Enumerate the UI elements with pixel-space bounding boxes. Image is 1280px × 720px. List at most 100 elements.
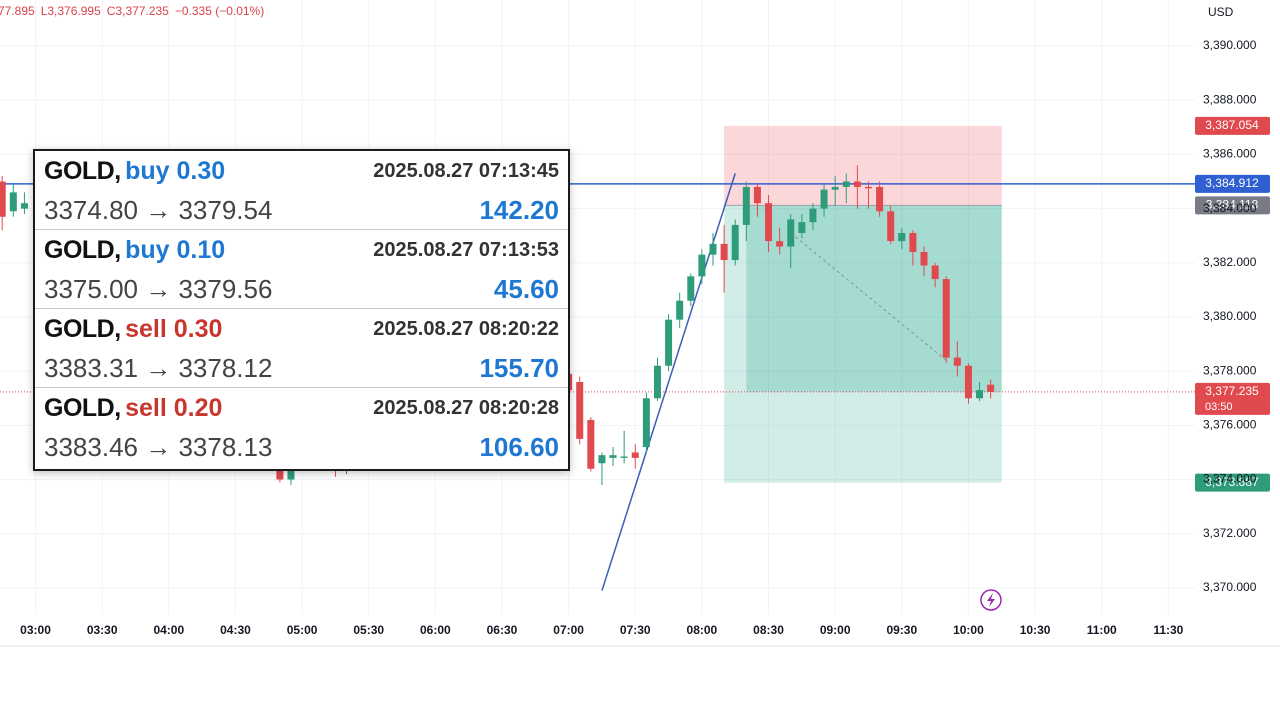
trade-title: GOLD, buy 0.10 [44, 236, 225, 265]
candle-body [587, 419, 595, 469]
trade-title: GOLD, sell 0.20 [44, 394, 222, 423]
candle-body [864, 186, 872, 189]
x-tick-label: 03:00 [20, 623, 51, 637]
candle-body [898, 232, 906, 242]
candle-body [631, 452, 639, 458]
x-tick-label: 09:00 [820, 623, 851, 637]
candle-body [665, 319, 673, 366]
arrow: → [137, 273, 179, 304]
trade-row: GOLD, sell 0.30 2025.08.27 08:20:22 3383.3… [35, 309, 568, 388]
trade-prices: 3375.00 → 3379.56 [44, 274, 272, 305]
replay-icon[interactable] [980, 589, 1002, 611]
candle-body [620, 456, 628, 458]
x-tick-label: 10:30 [1020, 623, 1051, 637]
trade-header: GOLD, sell 0.20 2025.08.27 08:20:28 [44, 388, 559, 428]
trade-time: 2025.08.27 07:13:45 [373, 159, 559, 182]
currency: USD [1208, 5, 1234, 19]
price-tag [1195, 196, 1270, 215]
trade-close: 3379.54 [178, 194, 273, 225]
candle-body [753, 186, 761, 204]
y-tick-label: 3,382.000 [1203, 255, 1257, 269]
candle-body [876, 186, 884, 212]
trade-profit: 106.60 [479, 431, 559, 462]
x-tick-label: 11:00 [1087, 623, 1117, 637]
arrow: → [137, 194, 179, 225]
candle-body [887, 211, 895, 242]
trade-title: GOLD, buy 0.30 [44, 157, 225, 186]
trade-prices: 3383.46 → 3378.13 [44, 432, 272, 463]
candle-body [964, 365, 972, 399]
trade-open: 3383.46 [44, 431, 138, 462]
icon-circle [980, 589, 1002, 611]
trade-header: GOLD, buy 0.30 2025.08.27 07:13:45 [44, 151, 559, 191]
candle-body [820, 189, 828, 209]
candle-body [842, 181, 850, 187]
candle-body [831, 186, 839, 190]
trade-side: sell 0.30 [125, 314, 223, 343]
candle-body [20, 203, 28, 209]
trade-detail: 3383.31 → 3378.12 155.70 [44, 349, 559, 387]
candle-body [953, 357, 961, 366]
target-zone [724, 205, 1002, 483]
trades-panel: GOLD, buy 0.30 2025.08.27 07:13:45 3374.80… [33, 149, 570, 471]
trade-prices: 3383.31 → 3378.12 [44, 353, 272, 384]
x-tick-label: 11:30 [1153, 623, 1183, 637]
trade-header: GOLD, buy 0.10 2025.08.27 07:13:53 [44, 230, 559, 270]
trade-profit: 45.60 [493, 273, 559, 304]
candle-body [642, 398, 650, 448]
y-tick-label: 3,374.000 [1203, 472, 1257, 486]
trade-close: 3379.56 [178, 273, 273, 304]
candle-body [976, 390, 984, 399]
x-tick-label: 07:00 [553, 623, 584, 637]
candle-body [698, 254, 706, 277]
trade-symbol: GOLD, [44, 235, 121, 264]
trade-symbol: GOLD, [44, 314, 121, 343]
trade-profit: 142.20 [479, 194, 559, 225]
candle-body [720, 243, 728, 261]
candle-body [576, 382, 584, 439]
candle-body [920, 251, 928, 266]
x-tick-label: 03:30 [87, 623, 118, 637]
x-tick-label: 08:00 [687, 623, 718, 637]
candle-body [987, 384, 995, 392]
trade-side: buy 0.10 [125, 235, 226, 264]
progress-zone [746, 205, 1002, 392]
candle-body [9, 192, 17, 212]
candle-body [787, 219, 795, 247]
x-tick-label: 06:00 [420, 623, 451, 637]
trade-time: 2025.08.27 07:13:53 [373, 238, 559, 261]
x-tick-label: 04:00 [153, 623, 184, 637]
trade-symbol: GOLD, [44, 156, 121, 185]
candle-body [598, 455, 606, 464]
price-tag [1195, 473, 1270, 492]
trade-detail: 3374.80 → 3379.54 142.20 [44, 191, 559, 229]
arrow: → [137, 352, 179, 383]
arrow: → [137, 431, 179, 462]
icon-bolt [987, 593, 995, 607]
x-tick-label: 05:00 [287, 623, 318, 637]
y-tick-label: 3,376.000 [1203, 418, 1257, 432]
candle-body [742, 186, 750, 225]
price-tag [1195, 382, 1270, 415]
trade-prices: 3374.80 → 3379.54 [44, 195, 272, 226]
y-tick-label: 3,380.000 [1203, 309, 1257, 323]
price-tag-label: 3,377.235 [1205, 384, 1259, 398]
trade-profit: 155.70 [479, 352, 559, 383]
stop-zone [724, 125, 1002, 206]
ohlc-change: −0.335 (−0.01%) [174, 4, 265, 18]
trade-detail: 3375.00 → 3379.56 45.60 [44, 270, 559, 308]
price-tag [1195, 116, 1270, 135]
trade-close: 3378.12 [178, 352, 273, 383]
x-tick-label: 06:30 [487, 623, 518, 637]
trade-detail: 3383.46 → 3378.13 106.60 [44, 428, 559, 466]
trade-time: 2025.08.27 08:20:22 [373, 317, 559, 340]
trade-row: GOLD, buy 0.30 2025.08.27 07:13:45 3374.80… [35, 151, 568, 230]
candle-body [731, 224, 739, 261]
trade-close: 3378.13 [178, 431, 273, 462]
x-tick-label: 08:30 [753, 623, 784, 637]
ohlc-legend: 77.895 L3,376.995 C3,377.235 −0.335 (−0.… [0, 4, 264, 18]
candle-body [809, 208, 817, 223]
candle-body [687, 276, 695, 301]
trade-open: 3383.31 [44, 352, 138, 383]
